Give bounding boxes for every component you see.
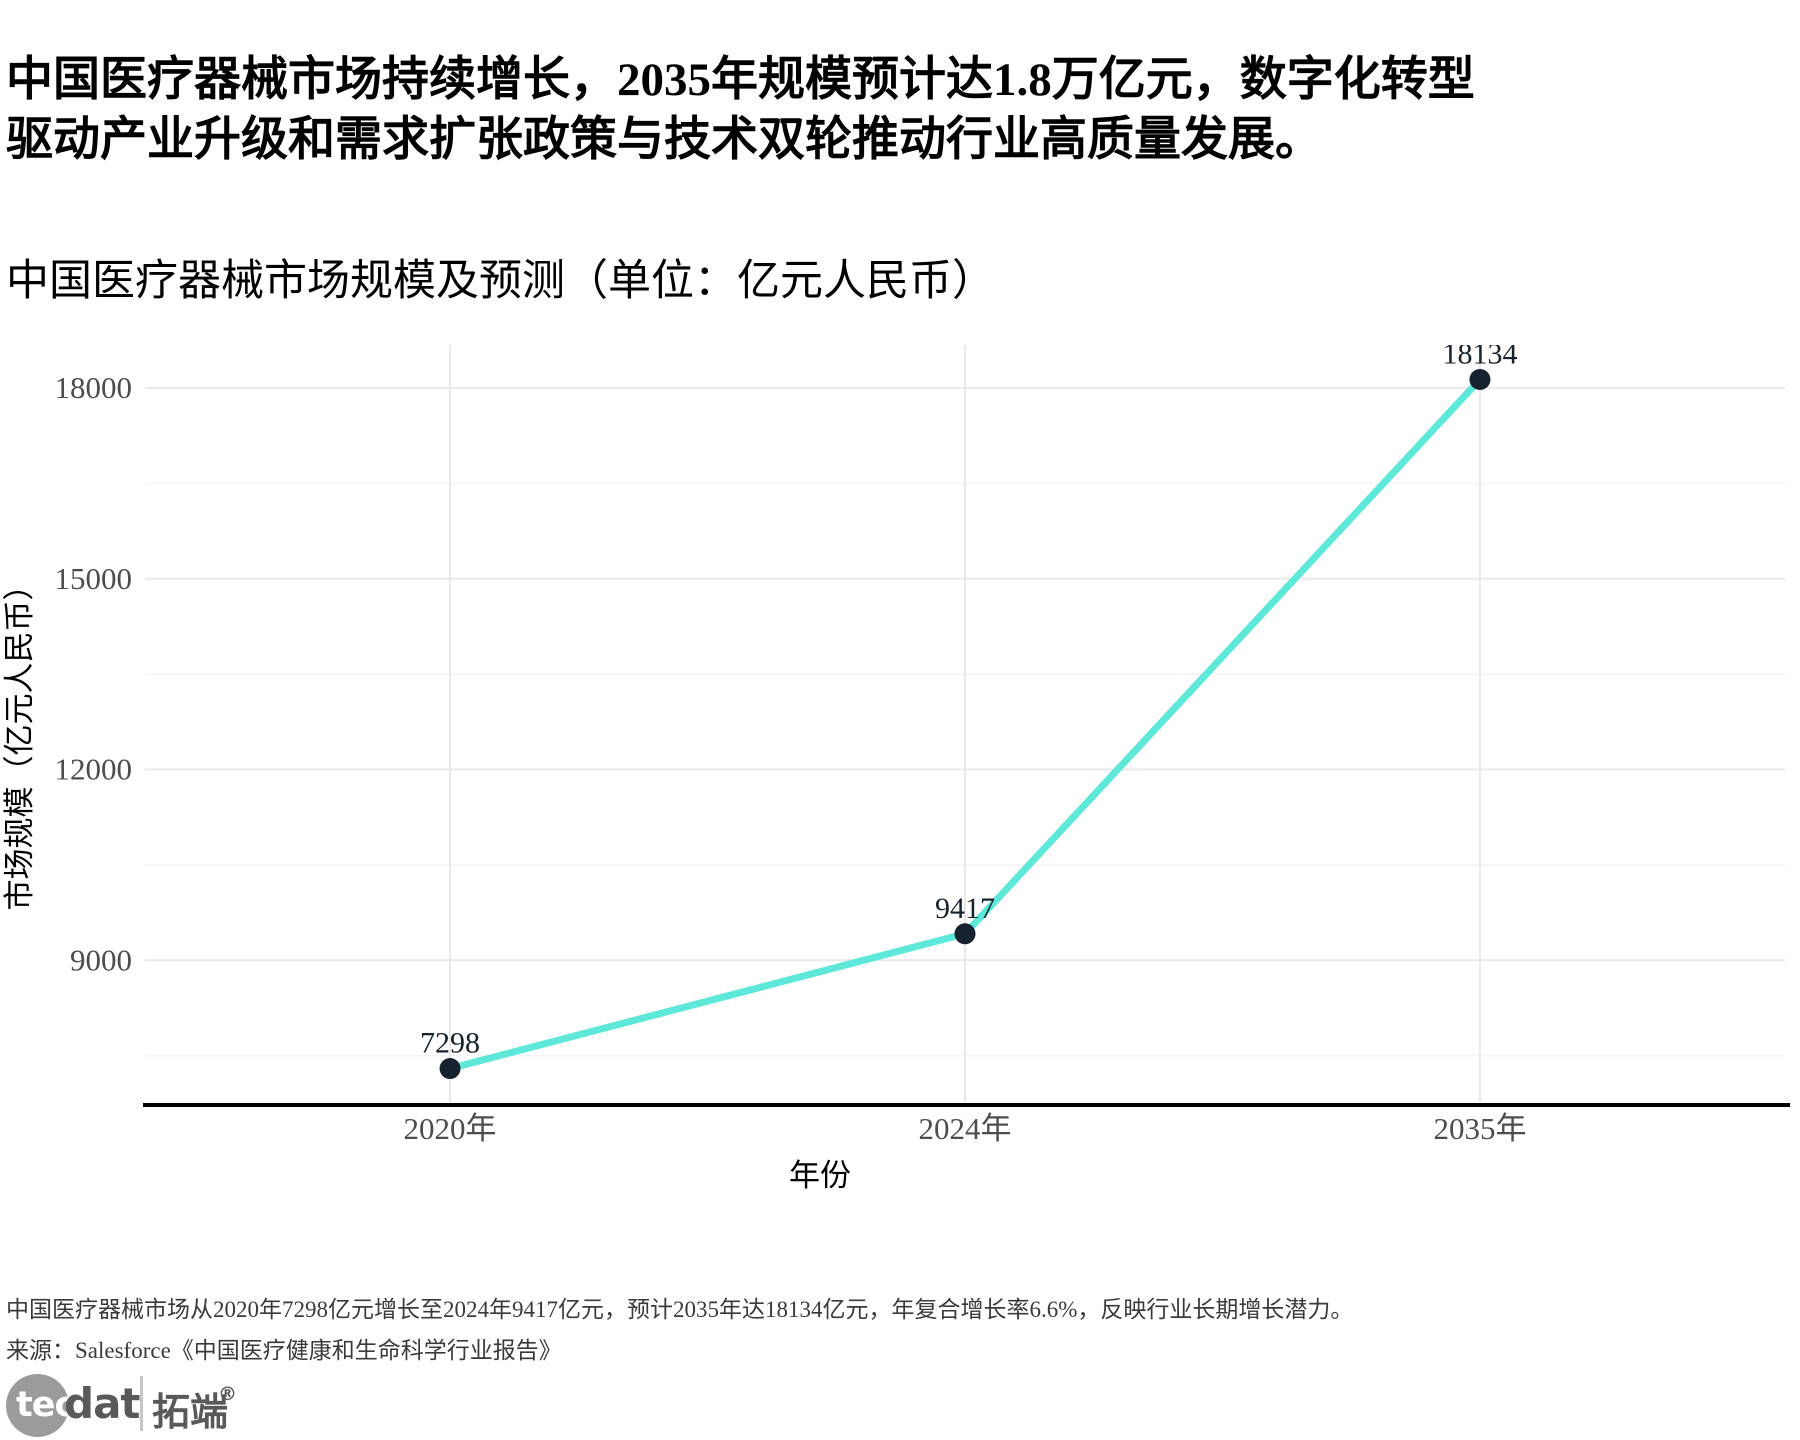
- x-tick-label: 2035年: [1433, 1111, 1526, 1146]
- y-tick-label: 18000: [55, 370, 133, 405]
- y-axis-title: 市场规模（亿元人民币）: [2, 570, 37, 911]
- chart-svg: 7298 9417 18134 9000 12000 15000 18000 2020年 202…: [2, 337, 1790, 1193]
- registered-mark-icon: ®: [218, 1383, 237, 1405]
- data-point-label: 18134: [1442, 337, 1517, 370]
- logo-text-dat: dat: [64, 1379, 140, 1428]
- data-point: [1469, 368, 1491, 390]
- data-point-label: 7298: [420, 1027, 480, 1060]
- tecdat-logo: tec dat 拓端 ®: [4, 1372, 304, 1438]
- source-note: 来源：Salesforce《中国医疗健康和生命科学行业报告》: [6, 1338, 562, 1363]
- x-axis-title: 年份: [789, 1158, 851, 1193]
- chart-footnote: 中国医疗器械市场从2020年7298亿元增长至2024年9417亿元，预计203…: [6, 1297, 1354, 1322]
- logo-text-cn: 拓端: [152, 1390, 229, 1434]
- y-tick-label: 12000: [55, 752, 133, 787]
- x-tick-label: 2024年: [919, 1111, 1012, 1146]
- data-point: [954, 923, 976, 945]
- logo-text-tec: tec: [16, 1385, 75, 1425]
- logo-circle-icon: [6, 1374, 69, 1437]
- data-point: [439, 1058, 461, 1080]
- logo-divider: [140, 1376, 143, 1431]
- y-tick-label: 15000: [55, 561, 133, 596]
- x-tick-label: 2020年: [404, 1111, 497, 1146]
- y-tick-label: 9000: [70, 942, 132, 977]
- data-point-label: 9417: [935, 892, 995, 925]
- page-title: 中国医疗器械市场持续增长，2035年规模预计达1.8万亿元，数字化转型 驱动产业…: [6, 54, 1475, 166]
- chart-title: 中国医疗器械市场规模及预测（单位：亿元人民币）: [6, 258, 995, 305]
